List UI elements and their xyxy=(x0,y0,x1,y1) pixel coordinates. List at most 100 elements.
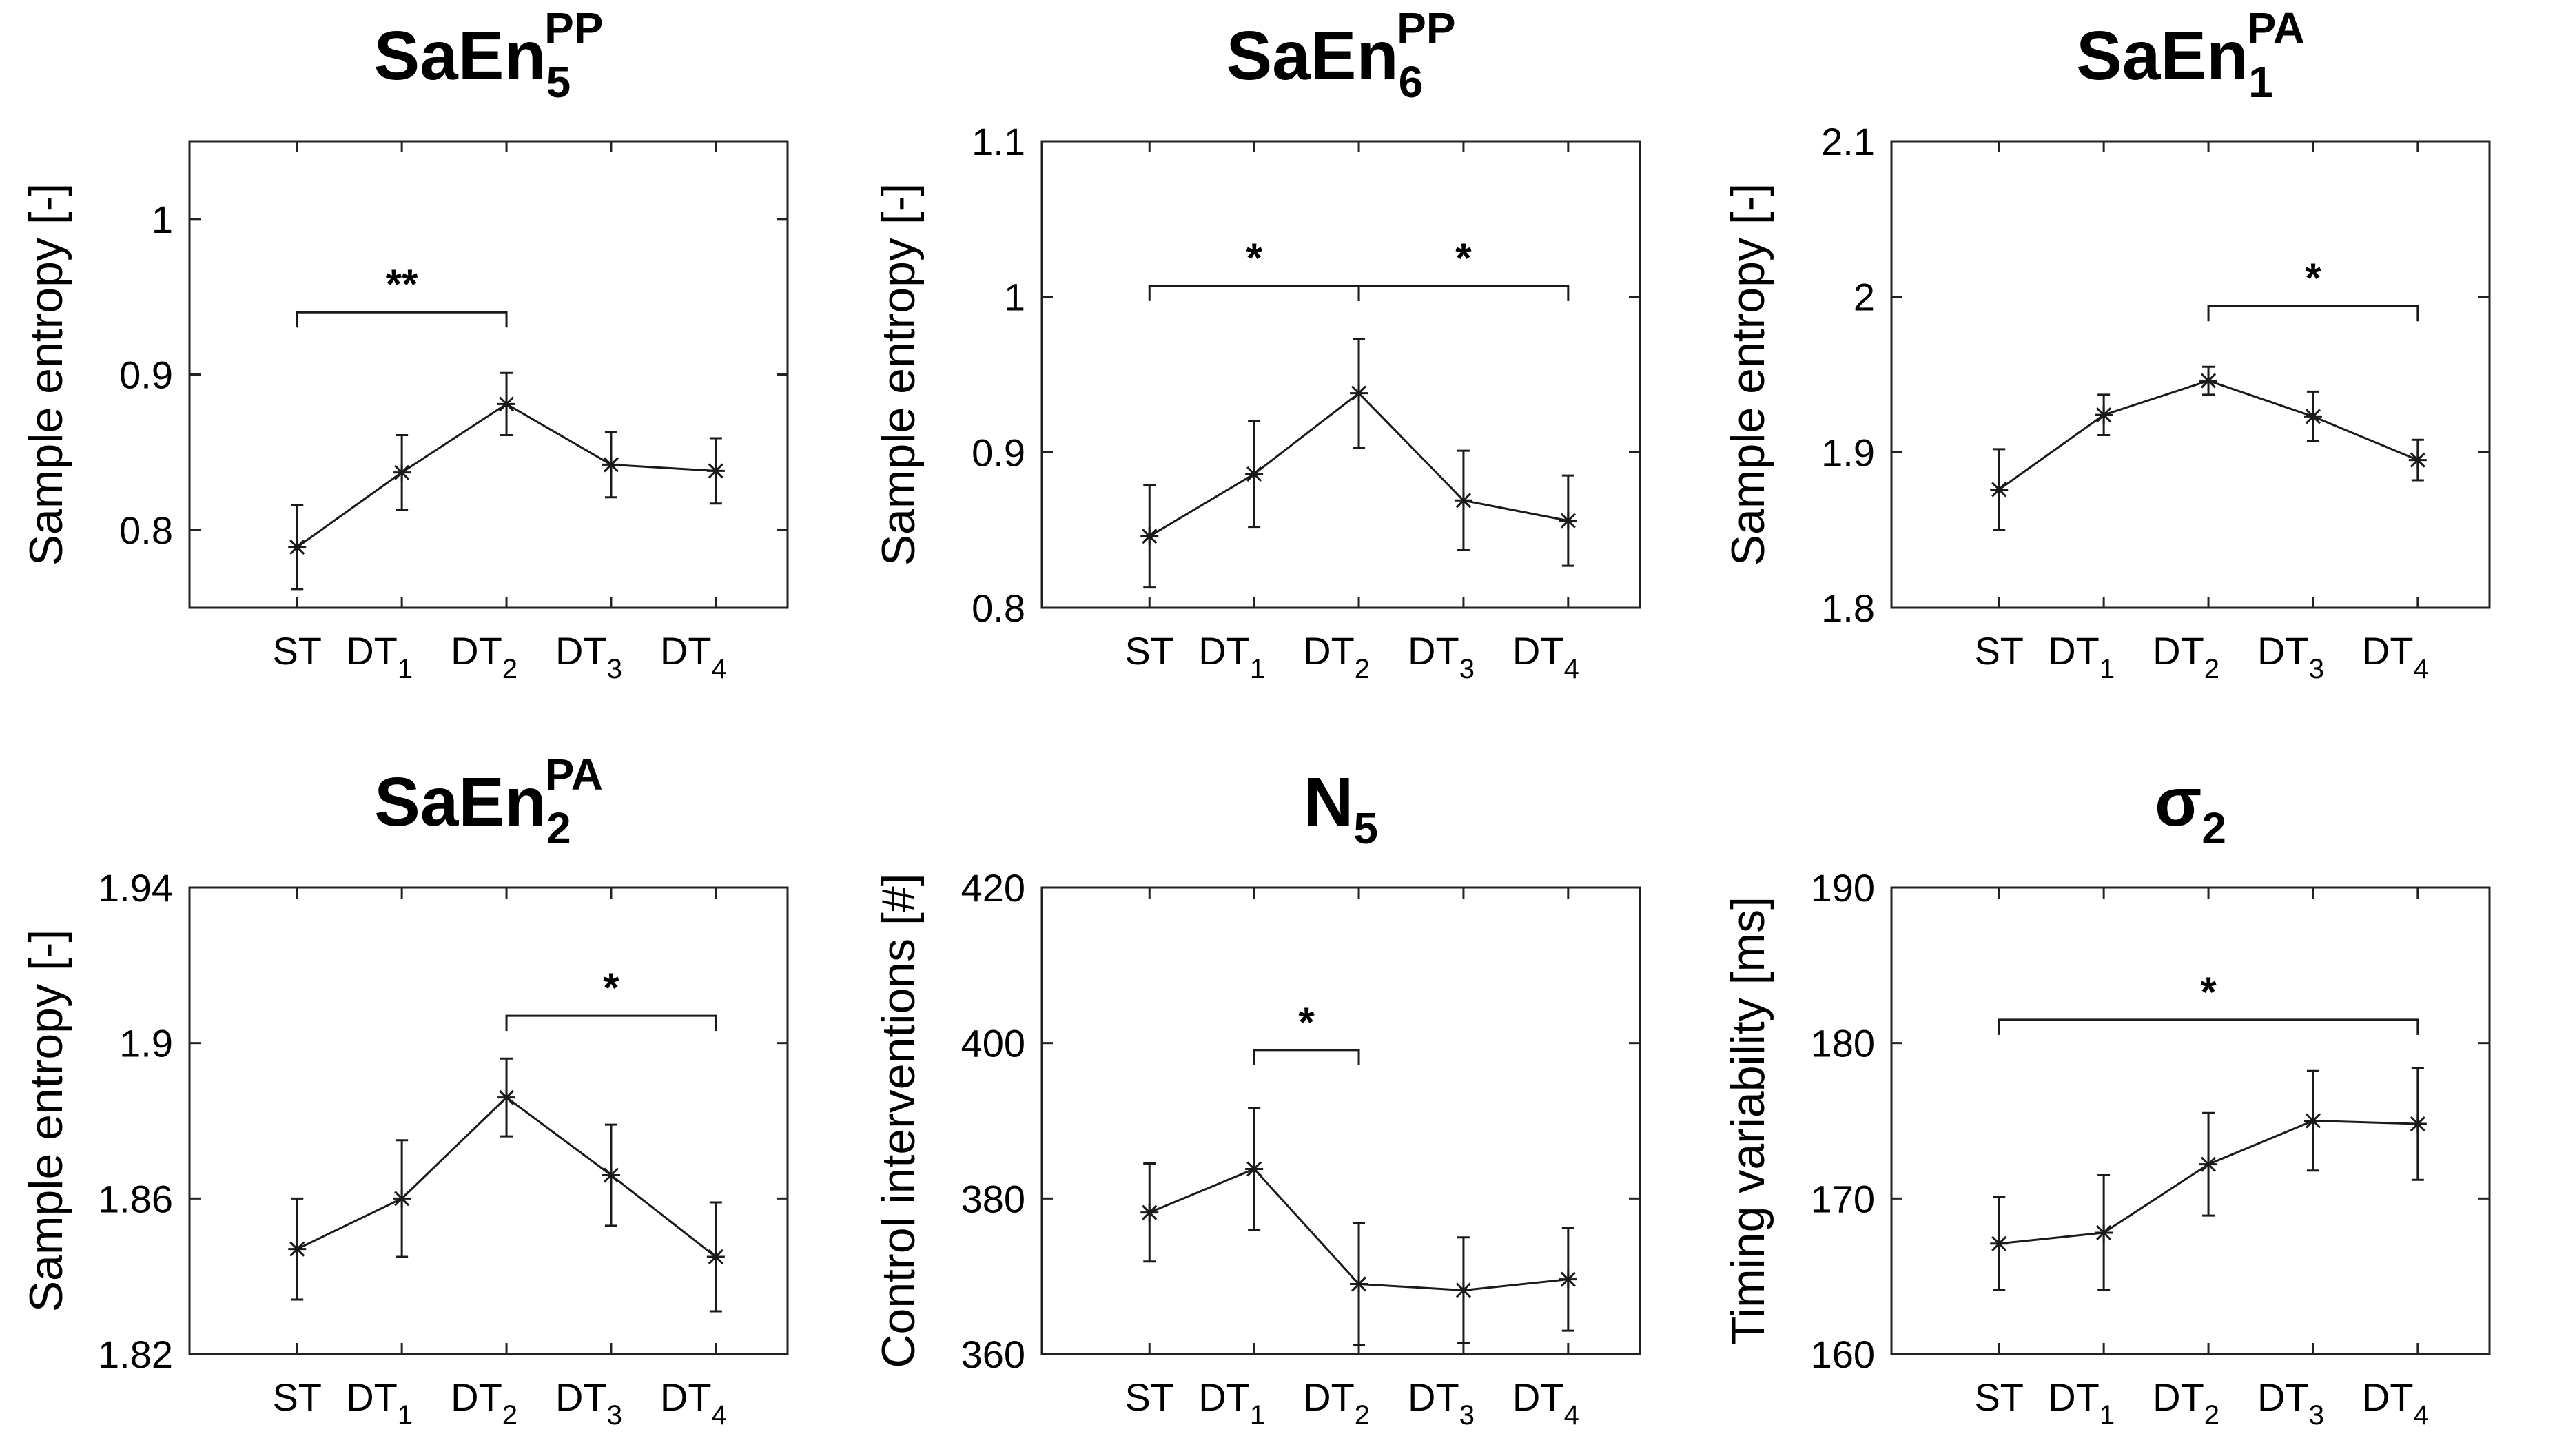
x-tick-label: ST xyxy=(272,629,322,673)
chart-panel-1: 0.8 0.9 1 ST DT1 DT2 DT3 DT4 Sample entropy [-] S… xyxy=(20,3,789,684)
x-tick-subscript: 2 xyxy=(502,1400,517,1431)
x-tick-subscript: 2 xyxy=(1355,654,1370,684)
data-point-marker xyxy=(2303,407,2322,426)
chart-title-subscript: 5 xyxy=(546,57,571,107)
significance-marker: * xyxy=(1455,235,1472,281)
chart-title-subscript: 2 xyxy=(2201,803,2226,853)
x-tick-label: DT1 xyxy=(1198,629,1265,684)
axes-box xyxy=(1040,140,1641,609)
y-tick-label: 1.86 xyxy=(98,1177,173,1220)
data-point-marker xyxy=(1990,480,2009,499)
x-tick-label: DT4 xyxy=(2362,1375,2429,1431)
data-point-marker xyxy=(1350,384,1368,402)
x-tick-label: DT2 xyxy=(2153,1375,2219,1431)
y-tick-label: 2.1 xyxy=(1821,120,1875,163)
data-point-marker xyxy=(2095,406,2113,424)
x-tick-label: ST xyxy=(1974,629,2024,673)
data-point-marker xyxy=(602,455,620,474)
x-tick-label: DT3 xyxy=(2257,1375,2324,1431)
x-tick-label: ST xyxy=(1125,629,1174,673)
y-tick-label: 0.8 xyxy=(119,509,173,552)
significance-bracket xyxy=(1148,285,1360,301)
chart-panel-3: 1.8 1.9 2 2.1 ST DT1 DT2 DT3 DT4 Sample entropy [… xyxy=(1722,3,2491,684)
y-tick-label: 1.82 xyxy=(98,1333,173,1376)
x-tick-subscript: 1 xyxy=(2100,1400,2115,1431)
x-tick-subscript: 2 xyxy=(1355,1400,1370,1431)
x-tick-label: DT1 xyxy=(2048,1375,2115,1431)
x-tick-label: DT2 xyxy=(1303,629,1370,684)
significance-bracket xyxy=(296,311,508,328)
x-tick-subscript: 3 xyxy=(607,654,622,684)
y-axis-label: Sample entropy [-] xyxy=(20,183,72,566)
y-tick-label: 1.9 xyxy=(119,1022,173,1065)
chart-title-subscript: 6 xyxy=(1399,57,1424,107)
x-tick-subscript: 4 xyxy=(712,1400,727,1431)
significance-marker: * xyxy=(2305,255,2321,301)
axes-box xyxy=(188,140,789,609)
chart-title-main: SaEn xyxy=(373,17,546,94)
chart-title-subscript: 5 xyxy=(1353,803,1378,853)
chart-title: SaEn6PP xyxy=(1226,3,1455,107)
x-tick-label: DT4 xyxy=(660,1375,727,1431)
x-tick-label: ST xyxy=(272,1375,322,1419)
x-tick-label: DT1 xyxy=(346,629,413,684)
y-tick-label: 1.94 xyxy=(98,866,173,910)
y-tick-label: 380 xyxy=(961,1177,1025,1220)
y-tick-label: 0.8 xyxy=(972,586,1025,630)
significance-bracket xyxy=(1253,1049,1360,1065)
data-point-marker xyxy=(288,1240,307,1258)
x-tick-subscript: 3 xyxy=(2309,654,2324,684)
x-tick-label: DT3 xyxy=(1408,1375,1475,1431)
x-tick-subscript: 1 xyxy=(398,654,413,684)
y-tick-label: 420 xyxy=(961,866,1025,910)
data-point-marker xyxy=(1140,1203,1159,1222)
data-point-marker xyxy=(497,395,516,413)
significance-bracket xyxy=(1998,1018,2419,1035)
y-tick-label: 1 xyxy=(1004,276,1025,319)
y-tick-label: 1.1 xyxy=(972,120,1025,163)
x-tick-subscript: 4 xyxy=(1564,654,1579,684)
x-tick-label: DT3 xyxy=(555,1375,622,1431)
significance-marker: ** xyxy=(386,261,418,307)
y-tick-label: 1 xyxy=(152,198,173,241)
chart-title: σ2 xyxy=(2155,763,2226,853)
y-tick-label: 1.9 xyxy=(1821,431,1875,474)
data-point-marker xyxy=(2095,1223,2113,1242)
axes-box xyxy=(188,886,789,1355)
x-tick-label: DT1 xyxy=(346,1375,413,1431)
significance-bracket xyxy=(505,1014,717,1032)
x-tick-label: ST xyxy=(1974,1375,2024,1419)
x-tick-subscript: 3 xyxy=(1459,654,1475,684)
x-tick-subscript: 3 xyxy=(1459,1400,1475,1431)
x-tick-subscript: 2 xyxy=(2204,654,2219,684)
data-point-marker xyxy=(1990,1234,2009,1253)
significance-bracket xyxy=(1357,285,1570,301)
x-tick-label: DT4 xyxy=(1512,1375,1579,1431)
axes-box xyxy=(1890,886,2491,1355)
x-tick-subscript: 1 xyxy=(1250,654,1265,684)
chart-title-superscript: PA xyxy=(2247,3,2305,53)
y-tick-label: 180 xyxy=(1811,1022,1875,1065)
y-axis-label: Control interventions [#] xyxy=(872,873,925,1368)
x-tick-label: DT2 xyxy=(451,629,517,684)
data-point-marker xyxy=(706,1247,725,1266)
x-tick-subscript: 4 xyxy=(712,654,727,684)
y-tick-label: 0.9 xyxy=(119,353,173,397)
x-tick-label: DT4 xyxy=(1512,629,1579,684)
axes-box xyxy=(1890,140,2491,609)
data-point-marker xyxy=(2199,371,2218,390)
x-tick-label: DT4 xyxy=(660,629,727,684)
data-point-marker xyxy=(1350,1275,1368,1293)
data-point-marker xyxy=(1245,1160,1264,1178)
data-point-marker xyxy=(1559,511,1577,530)
series-line xyxy=(1998,379,2419,491)
data-point-marker xyxy=(1559,1270,1577,1289)
data-point-marker xyxy=(602,1166,620,1185)
y-tick-label: 0.9 xyxy=(972,431,1025,474)
y-axis-label: Sample entropy [-] xyxy=(1722,183,1774,566)
chart-title-main: σ xyxy=(2155,763,2201,841)
x-tick-subscript: 3 xyxy=(2309,1400,2324,1431)
chart-title-subscript: 1 xyxy=(2248,57,2273,107)
x-tick-label: DT3 xyxy=(1408,629,1475,684)
y-tick-label: 170 xyxy=(1811,1177,1875,1220)
